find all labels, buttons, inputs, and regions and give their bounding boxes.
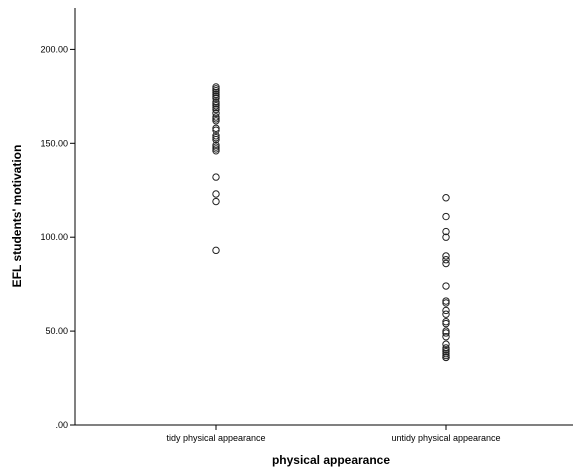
data-point	[212, 98, 220, 106]
data-point	[442, 299, 450, 307]
x-axis-ticks: tidy physical appearance untidy physical …	[166, 425, 501, 443]
data-point	[212, 87, 220, 95]
y-tick-label: 50.00	[45, 326, 68, 336]
data-point	[212, 88, 220, 97]
data-point	[212, 92, 220, 101]
data-point	[212, 85, 220, 93]
data-point	[442, 194, 450, 202]
data-point	[442, 349, 450, 358]
y-tick-label: 200.00	[40, 44, 68, 54]
data-point	[442, 297, 450, 305]
data-point	[212, 197, 220, 206]
data-point	[212, 124, 220, 132]
data-point	[212, 190, 220, 198]
data-point	[212, 117, 220, 125]
data-points	[212, 83, 450, 362]
data-point	[442, 344, 450, 352]
data-point	[212, 246, 220, 255]
data-point	[442, 353, 450, 362]
data-point	[212, 102, 220, 110]
y-tick-label: .00	[55, 420, 68, 430]
data-point	[442, 306, 450, 315]
x-tick-label: tidy physical appearance	[166, 433, 265, 443]
data-point	[442, 319, 450, 328]
data-point	[212, 115, 220, 123]
y-tick-label: 150.00	[40, 138, 68, 148]
data-point	[442, 233, 450, 241]
data-point	[212, 141, 220, 149]
data-point	[212, 90, 220, 99]
data-point	[442, 212, 450, 221]
data-point	[212, 113, 220, 121]
data-point	[212, 133, 220, 142]
data-point	[212, 143, 220, 151]
data-point	[212, 94, 220, 102]
data-point	[212, 173, 220, 181]
data-point	[212, 105, 220, 114]
x-tick-label: untidy physical appearance	[391, 433, 500, 443]
plot-area	[74, 8, 573, 426]
data-point	[212, 109, 220, 117]
data-point	[442, 259, 450, 268]
data-point	[212, 126, 220, 134]
data-point	[442, 318, 450, 326]
data-point	[442, 252, 450, 260]
data-point	[442, 282, 450, 290]
data-point	[212, 100, 220, 108]
data-point	[442, 256, 450, 264]
y-tick-label: 100.00	[40, 232, 68, 242]
data-point	[442, 310, 450, 318]
data-point	[212, 147, 220, 155]
data-point	[442, 346, 450, 354]
data-point	[212, 145, 220, 153]
data-point	[442, 329, 450, 337]
data-point	[212, 83, 220, 91]
data-point	[442, 348, 450, 356]
data-point	[212, 135, 220, 144]
x-axis-title: physical appearance	[272, 453, 390, 467]
data-point	[212, 132, 220, 140]
y-axis-title: EFL students' motivation	[10, 145, 24, 288]
data-point	[442, 351, 450, 360]
data-point	[442, 333, 450, 341]
data-point	[442, 227, 450, 236]
data-point	[442, 327, 450, 335]
data-point	[442, 340, 450, 348]
data-point	[212, 103, 220, 112]
y-axis-ticks: .00 50.00 100.00 150.00 200.00	[40, 44, 75, 430]
